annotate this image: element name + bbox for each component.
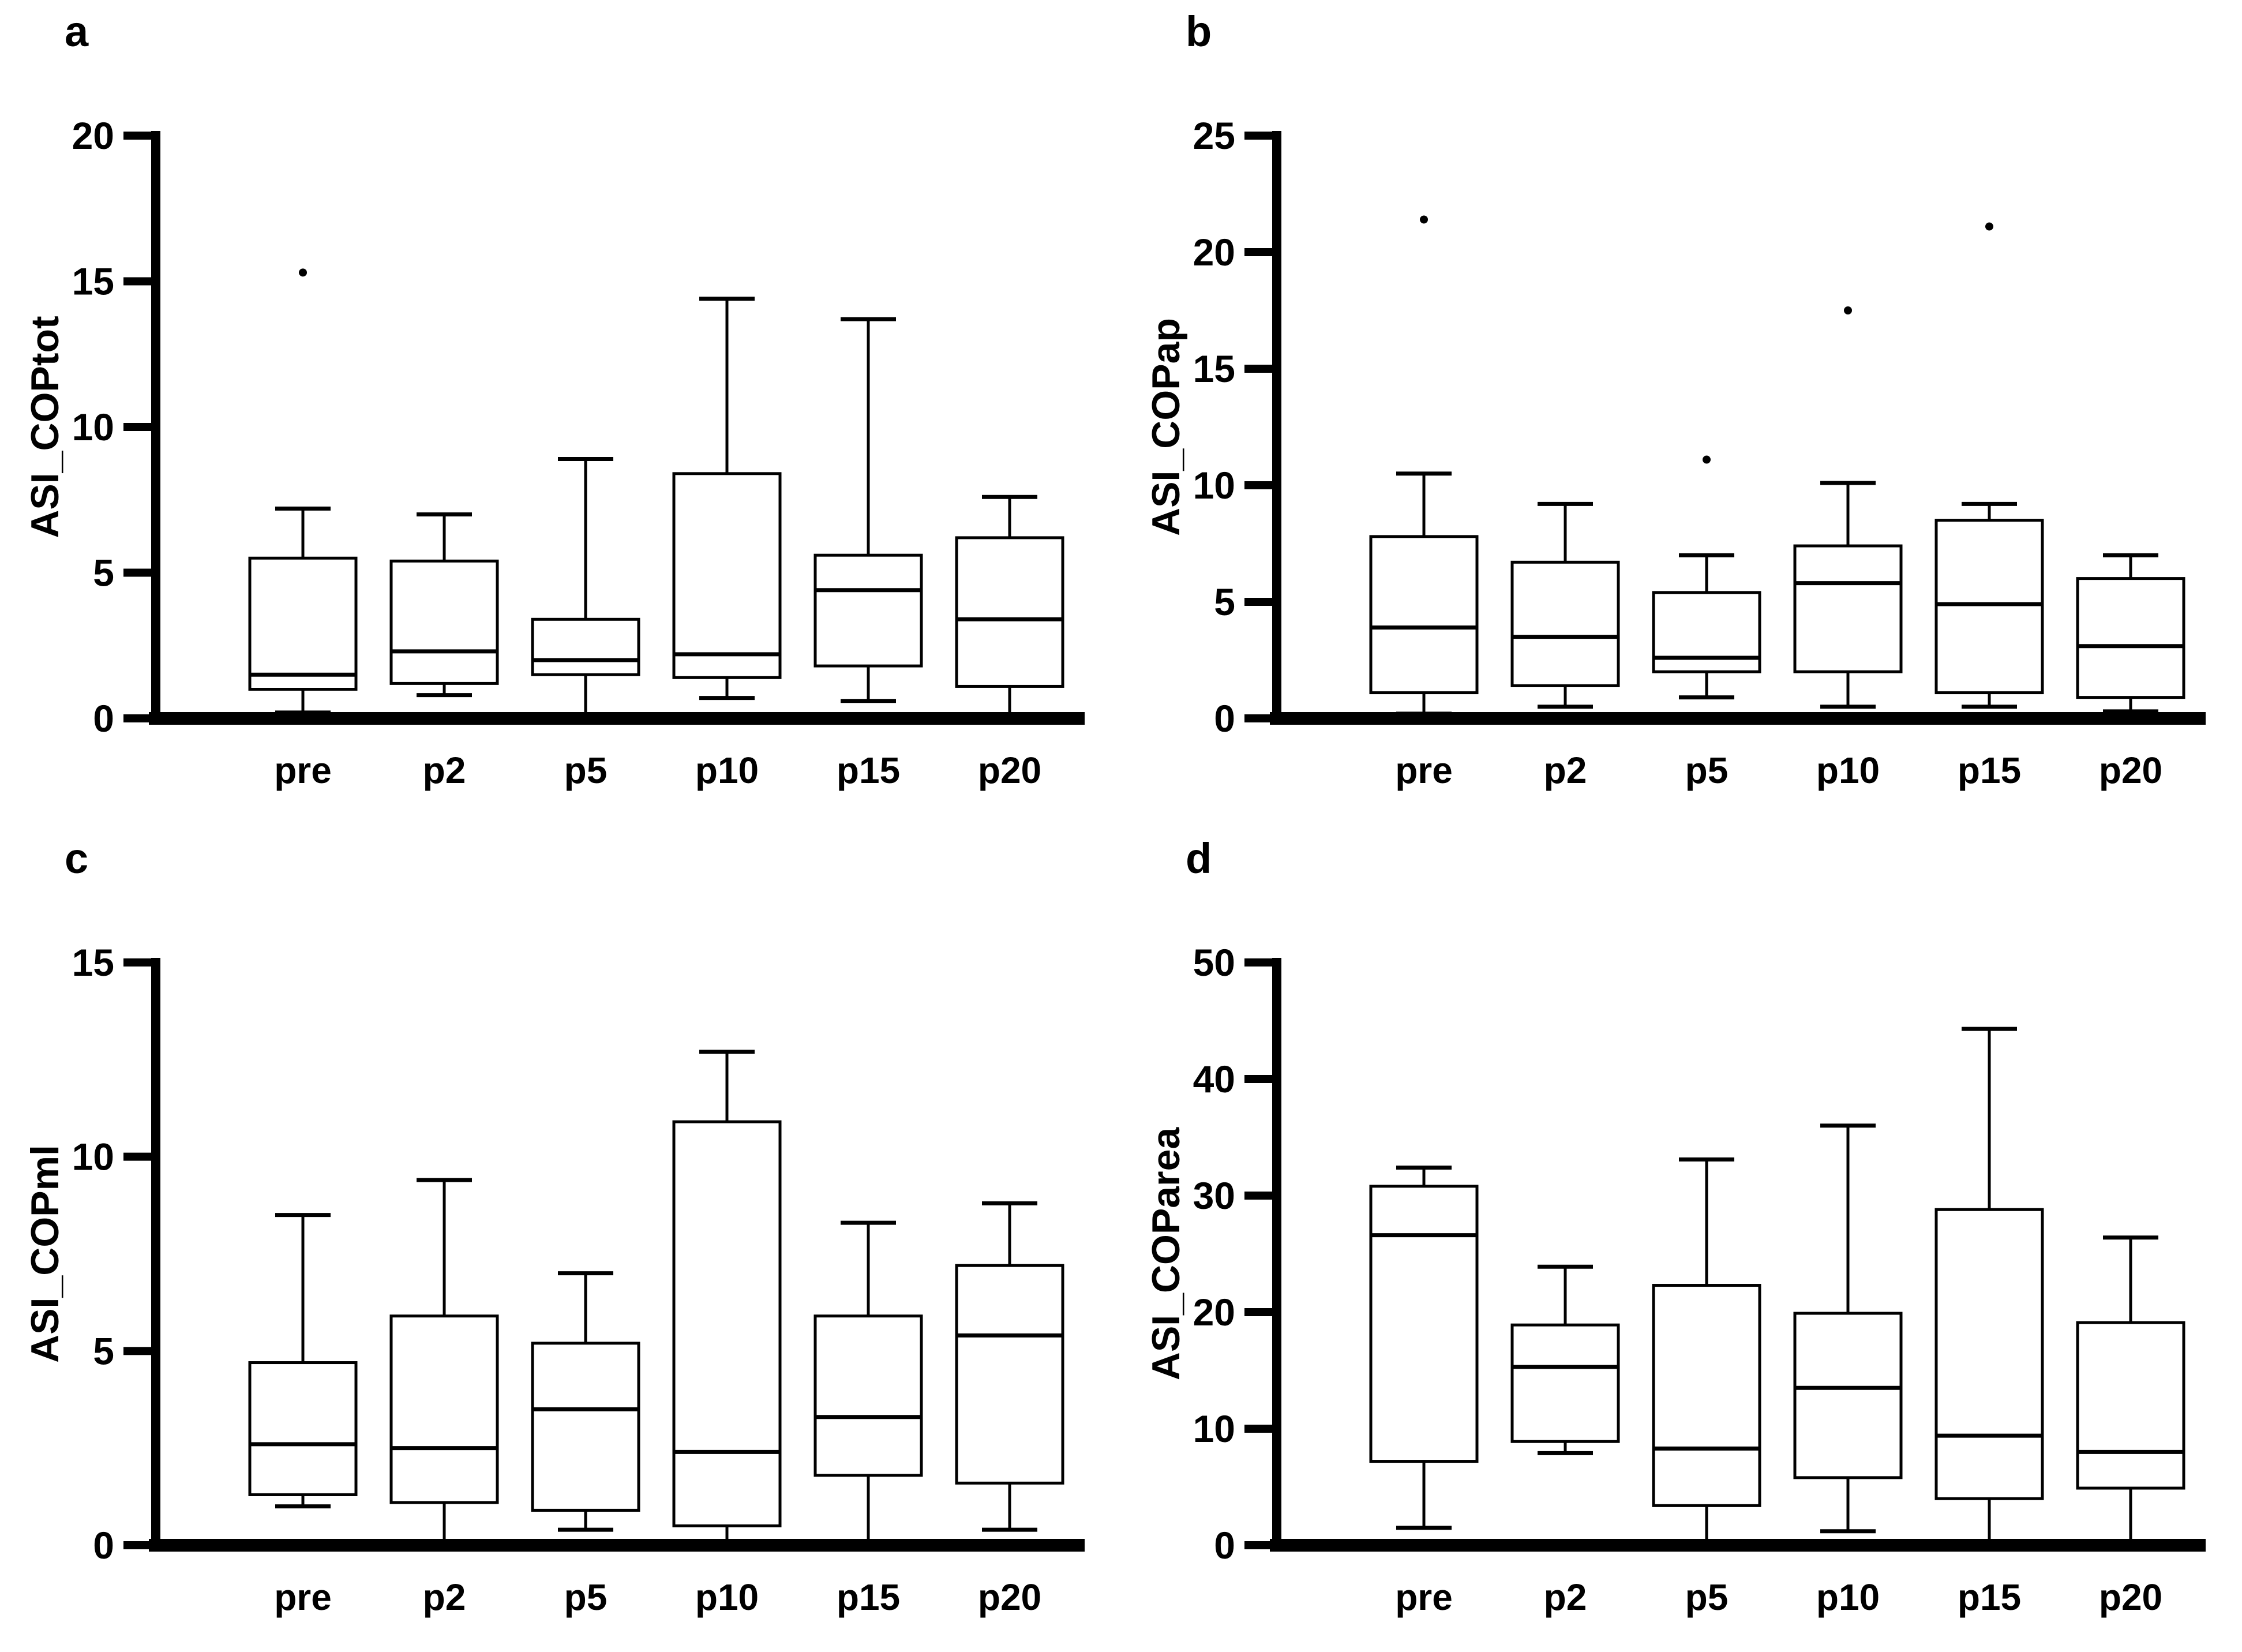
svg-text:p5: p5 [1685, 750, 1729, 791]
svg-text:p5: p5 [564, 750, 608, 791]
svg-text:p15: p15 [1958, 1576, 2021, 1618]
svg-text:5: 5 [1214, 580, 1235, 623]
svg-text:15: 15 [1193, 347, 1235, 390]
svg-text:40: 40 [1193, 1058, 1235, 1100]
svg-text:0: 0 [93, 697, 114, 740]
svg-text:10: 10 [1193, 1407, 1235, 1450]
svg-text:10: 10 [1193, 464, 1235, 507]
svg-text:p5: p5 [1685, 1576, 1729, 1618]
svg-text:p10: p10 [695, 1576, 759, 1618]
panel-d: pre p2 p5 p10 p15 p20 0 10 20 30 40 50 d ASI_COPare… [1121, 827, 2242, 1652]
svg-text:10: 10 [72, 406, 114, 448]
svg-text:p20: p20 [978, 750, 1041, 791]
svg-text:20: 20 [1193, 231, 1235, 274]
svg-text:0: 0 [93, 1524, 114, 1567]
svg-text:50: 50 [1193, 941, 1235, 984]
svg-text:p2: p2 [1544, 750, 1587, 791]
svg-text:15: 15 [72, 260, 114, 303]
panel-letter-a: a [65, 8, 89, 55]
boxplot-chart-d: pre p2 p5 p10 p15 p20 0 10 20 30 40 50 [1193, 941, 2206, 1618]
svg-text:pre: pre [274, 750, 332, 791]
svg-text:pre: pre [1395, 1576, 1453, 1618]
y-axis-label-b: ASI_COPap [1144, 318, 1188, 536]
boxplot-chart-a: pre p2 p5 p10 p15 p20 0 5 10 15 20 [72, 114, 1085, 791]
svg-text:p20: p20 [978, 1576, 1041, 1618]
svg-text:0: 0 [1214, 1524, 1235, 1567]
svg-text:p20: p20 [2099, 750, 2162, 791]
svg-text:p5: p5 [564, 1576, 608, 1618]
svg-text:p10: p10 [1816, 1576, 1880, 1618]
panel-b: pre p2 p5 p10 p15 p20 0 5 10 15 20 25 b ASI_COPap [1121, 0, 2242, 825]
boxplot-chart-b: pre p2 p5 p10 p15 p20 0 5 10 15 20 25 [1193, 114, 2206, 791]
panel-a: pre p2 p5 p10 p15 p20 0 5 10 15 20 a ASI_COPtot [0, 0, 1121, 825]
boxplot-chart-c: pre p2 p5 p10 p15 p20 0 5 10 15 [72, 941, 1085, 1618]
svg-text:pre: pre [274, 1576, 332, 1618]
svg-text:30: 30 [1193, 1174, 1235, 1217]
svg-text:20: 20 [72, 114, 114, 157]
svg-text:10: 10 [72, 1136, 114, 1178]
svg-text:20: 20 [1193, 1291, 1235, 1333]
y-axis-label-a: ASI_COPtot [23, 316, 67, 538]
svg-text:0: 0 [1214, 697, 1235, 740]
panel-letter-d: d [1186, 834, 1212, 882]
y-axis-label-c: ASI_COPml [23, 1145, 67, 1363]
panel-c: pre p2 p5 p10 p15 p20 0 5 10 15 c ASI_COPml [0, 827, 1121, 1652]
svg-text:p2: p2 [423, 1576, 466, 1618]
svg-text:pre: pre [1395, 750, 1453, 791]
svg-text:5: 5 [93, 1329, 114, 1372]
panel-letter-c: c [65, 834, 89, 882]
panel-letter-b: b [1186, 8, 1212, 55]
svg-text:5: 5 [93, 552, 114, 594]
svg-text:p20: p20 [2099, 1576, 2162, 1618]
svg-text:p2: p2 [1544, 1576, 1587, 1618]
svg-text:p15: p15 [1958, 750, 2021, 791]
svg-text:p15: p15 [837, 1576, 900, 1618]
svg-text:25: 25 [1193, 114, 1235, 157]
y-axis-label-d: ASI_COParea [1144, 1127, 1188, 1381]
svg-text:p15: p15 [837, 750, 900, 791]
svg-text:p2: p2 [423, 750, 466, 791]
svg-text:15: 15 [72, 941, 114, 984]
svg-text:p10: p10 [1816, 750, 1880, 791]
svg-text:p10: p10 [695, 750, 759, 791]
